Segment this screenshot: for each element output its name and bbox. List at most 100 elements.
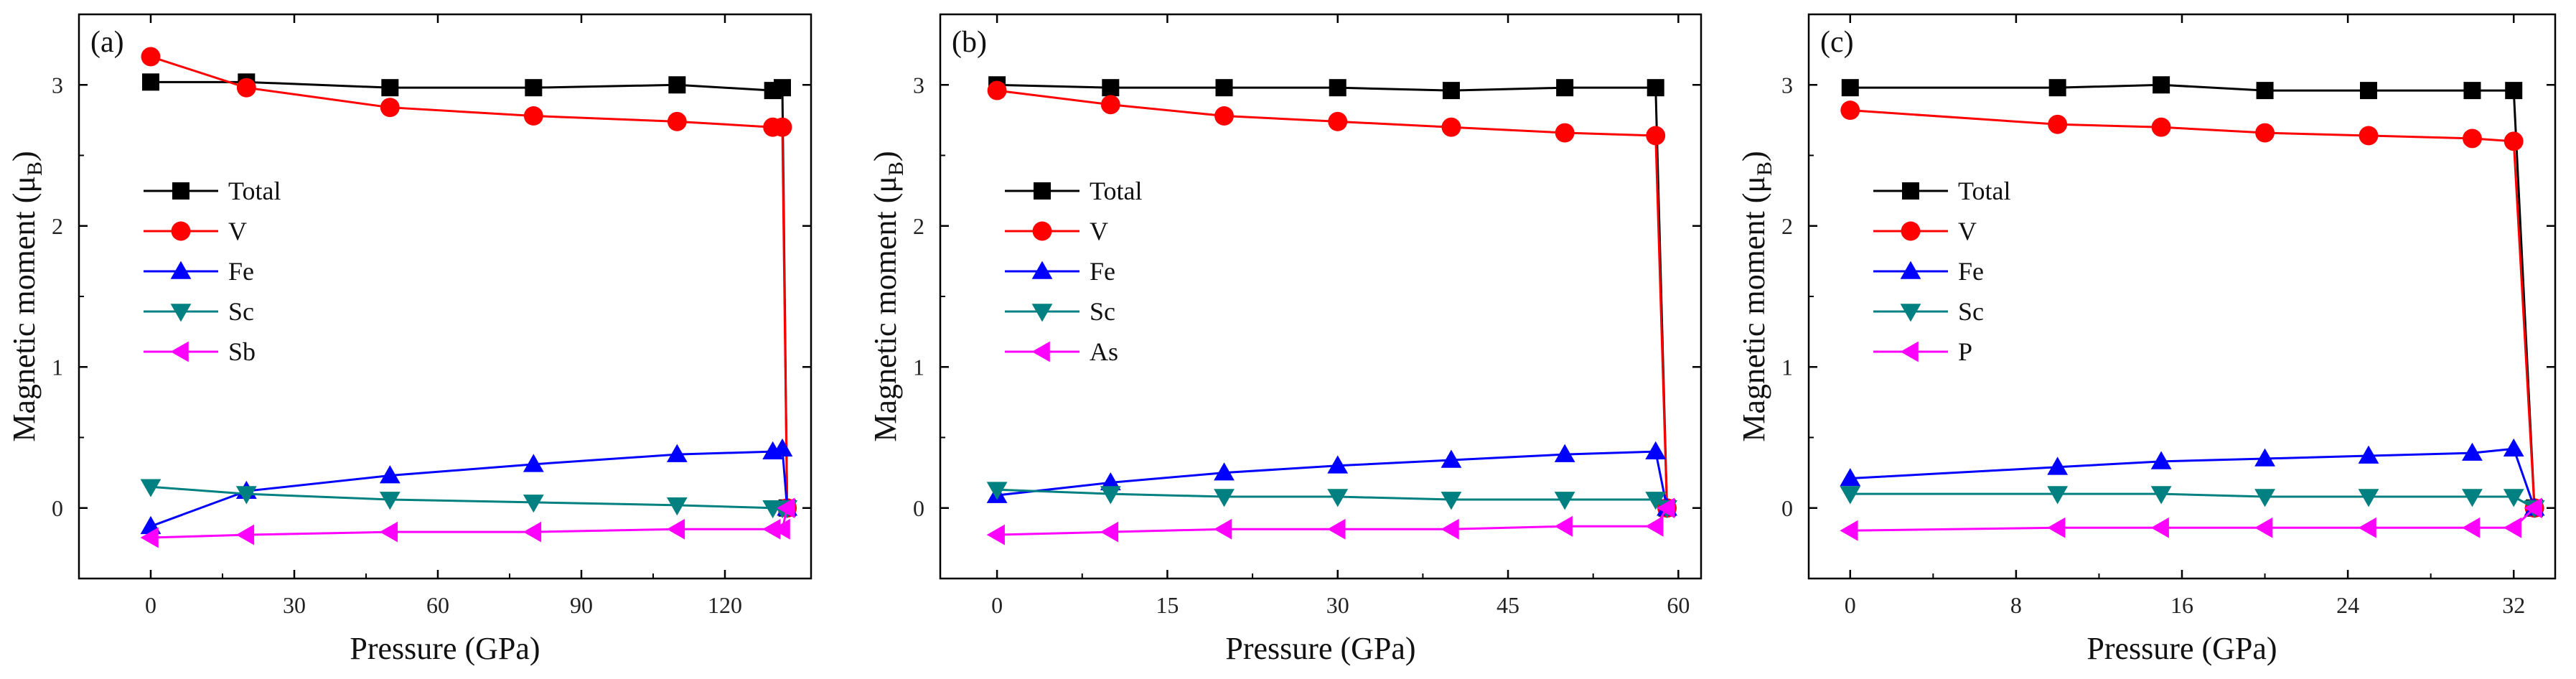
- legend-entry: P: [1873, 337, 1972, 366]
- data-point: [1441, 492, 1462, 510]
- data-point: [1442, 82, 1460, 100]
- data-point: [1214, 518, 1232, 540]
- panel-label: (c): [1820, 26, 1854, 59]
- series-line: [151, 80, 789, 508]
- data-point: [1840, 520, 1858, 541]
- legend-label: Fe: [1090, 257, 1115, 286]
- data-point: [1102, 79, 1120, 97]
- data-point: [380, 98, 400, 118]
- series-line: [996, 450, 1669, 509]
- y-axis-title: Magnetic moment (μB): [1736, 151, 1776, 441]
- data-point: [140, 527, 159, 548]
- data-point: [525, 79, 543, 97]
- x-tick-label: 15: [1156, 592, 1179, 618]
- data-point: [1840, 486, 1861, 505]
- y-axis-title-main: Magnetic moment (μ: [1736, 176, 1771, 442]
- series-line: [1850, 507, 2536, 532]
- series-line: [996, 89, 1669, 508]
- legend-marker: [170, 304, 192, 322]
- legend-entry: Sb: [144, 337, 256, 366]
- legend-label: Total: [1958, 177, 2010, 205]
- data-point: [2254, 489, 2275, 507]
- legend-marker: [1900, 304, 1921, 322]
- x-tick-label: 8: [2010, 592, 2022, 618]
- data-point: [1841, 79, 1859, 97]
- x-tick-label: 32: [2502, 592, 2525, 618]
- y-axis-title-close: ): [1736, 151, 1771, 161]
- data-point: [1645, 515, 1664, 537]
- data-point: [2255, 123, 2275, 143]
- data-point: [1840, 100, 1860, 121]
- data-point: [1214, 489, 1235, 507]
- y-tick-label: 0: [913, 495, 924, 521]
- data-point: [2048, 114, 2068, 134]
- data-point: [379, 521, 398, 543]
- y-tick-label: 2: [52, 213, 63, 239]
- data-point: [2503, 517, 2522, 538]
- y-axis-title-main: Magnetic moment (μ: [6, 176, 42, 442]
- series-Sc: [986, 482, 1677, 519]
- legend-marker: [1902, 182, 1919, 200]
- series-line: [997, 83, 1669, 508]
- panel-label: (b): [952, 26, 987, 59]
- y-tick-label: 2: [1781, 213, 1793, 239]
- data-point: [2358, 489, 2379, 507]
- x-tick-label: 16: [2170, 592, 2193, 618]
- panel-label: (a): [90, 26, 124, 59]
- chart-panel-1: 0 15 30 45 60 0 1 2 3 Pressure (GPa) Magnetic mome…: [868, 13, 1702, 666]
- legend-marker: [1031, 304, 1053, 322]
- data-point: [2151, 117, 2171, 137]
- data-point: [2153, 76, 2170, 94]
- y-tick-label: 0: [52, 495, 63, 521]
- data-point: [523, 521, 542, 543]
- data-point: [1100, 486, 1121, 505]
- series-Sc: [1840, 486, 2545, 519]
- legend-entry: As: [1005, 337, 1118, 366]
- data-point: [986, 524, 1005, 545]
- legend-label: Total: [228, 177, 281, 205]
- y-tick-label: 3: [913, 72, 924, 98]
- x-tick-label: 45: [1497, 592, 1519, 618]
- data-point: [2462, 442, 2483, 461]
- data-point: [1214, 462, 1235, 481]
- y-axis-title-subscript: B: [884, 161, 908, 176]
- data-point: [236, 78, 256, 98]
- data-point: [1555, 123, 1575, 143]
- data-point: [2358, 445, 2379, 464]
- legend-entry: Total: [144, 177, 281, 205]
- y-axis-title-subscript: B: [1753, 161, 1776, 176]
- legend-entry: V: [144, 217, 247, 245]
- legend-marker: [1034, 182, 1051, 200]
- legend-entry: Fe: [1005, 257, 1115, 286]
- legend-label: Fe: [1958, 257, 1984, 286]
- data-point: [1646, 126, 1666, 146]
- y-tick-label: 1: [52, 354, 63, 380]
- y-tick-label: 3: [1781, 72, 1793, 98]
- data-point: [1329, 79, 1346, 97]
- data-point: [2150, 517, 2169, 538]
- data-point: [2150, 486, 2172, 505]
- y-tick-label: 3: [52, 72, 63, 98]
- data-point: [1657, 497, 1675, 519]
- data-point: [2048, 79, 2066, 97]
- x-axis-title: Pressure (GPa): [350, 631, 540, 666]
- data-point: [986, 482, 1008, 500]
- data-point: [1327, 489, 1349, 507]
- legend-entry: Sc: [1005, 297, 1115, 326]
- legend-entry: Sc: [144, 297, 254, 326]
- series-Sb: [140, 497, 795, 548]
- y-tick-label: 2: [913, 213, 924, 239]
- plot-frame: [939, 13, 1702, 580]
- legend-entry: V: [1005, 217, 1108, 245]
- data-point: [2462, 517, 2481, 538]
- data-point: [1645, 441, 1667, 459]
- data-point: [772, 117, 792, 137]
- data-point: [2503, 489, 2524, 507]
- legend-entry: Total: [1873, 177, 2010, 205]
- y-axis-title-close: ): [868, 151, 903, 161]
- legend-label: Sc: [228, 297, 254, 326]
- series-line: [1850, 109, 2536, 508]
- data-point: [2254, 448, 2275, 467]
- data-point: [2524, 497, 2542, 519]
- series-line: [1850, 447, 2536, 509]
